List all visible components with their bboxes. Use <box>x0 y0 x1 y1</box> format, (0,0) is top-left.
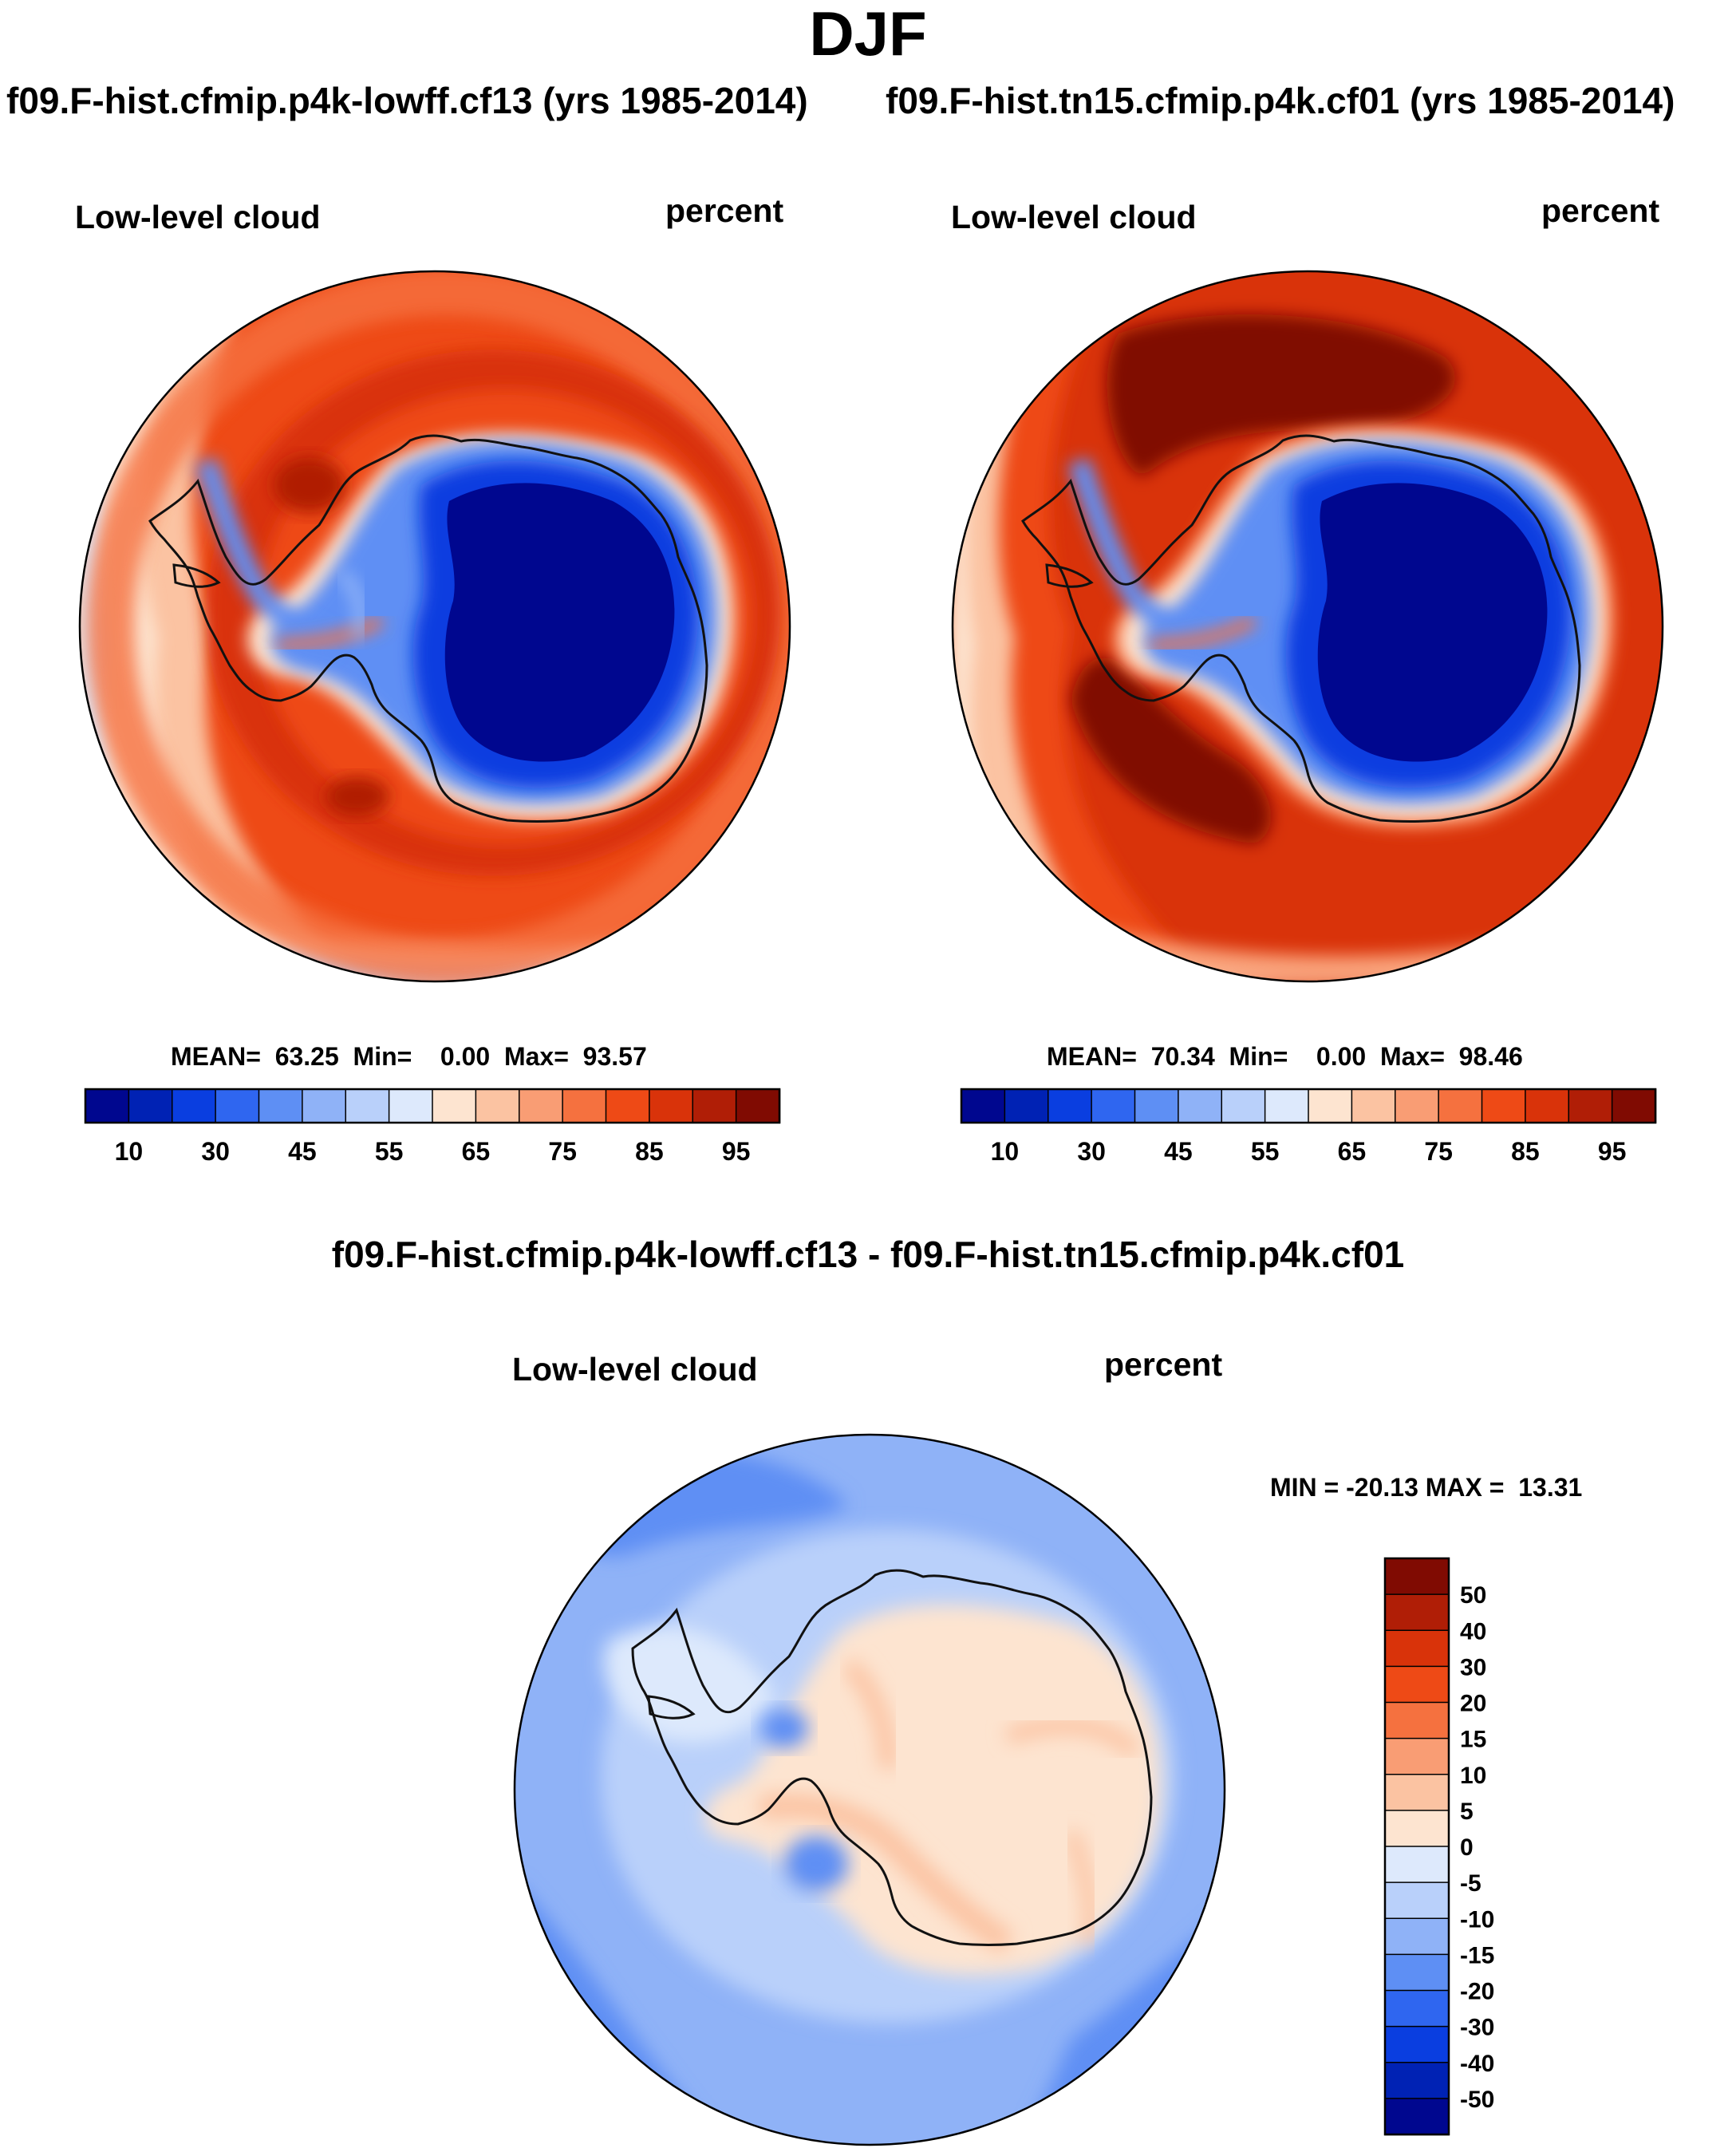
variable-label-diff: Low-level cloud <box>512 1351 758 1388</box>
colorbar-swatch <box>1351 1088 1396 1123</box>
stats-diff: MIN = -20.13 MAX = 13.31 <box>1270 1473 1583 1502</box>
case-title-right: f09.F-hist.tn15.cfmip.p4k.cf01 (yrs 1985… <box>886 80 1675 121</box>
colorbar-swatch <box>258 1088 304 1123</box>
colorbar-right: 10 30 45 55 65 75 85 95 <box>960 1088 1657 1166</box>
colorbar-tick-label: -50 <box>1460 2087 1494 2113</box>
colorbar-tick-label: 95 <box>1598 1137 1627 1166</box>
colorbar-tick-label: 55 <box>375 1137 404 1166</box>
colorbar-tick-label: -15 <box>1460 1942 1494 1968</box>
colorbar-swatch <box>1308 1088 1353 1123</box>
colorbar-tick-label: 85 <box>1511 1137 1540 1166</box>
colorbar-swatch <box>1221 1088 1266 1123</box>
map-diff <box>513 1433 1226 2146</box>
colorbar-swatch <box>1384 1629 1450 1668</box>
colorbar-swatch <box>1384 1558 1450 1596</box>
colorbar-tick-label: -30 <box>1460 2015 1494 2041</box>
stats-right: MEAN= 70.34 Min= 0.00 Max= 98.46 <box>1047 1042 1523 1071</box>
variable-label-left: Low-level cloud <box>75 199 321 235</box>
colorbar-tick-label: 40 <box>1460 1618 1486 1645</box>
colorbar-swatch <box>1384 1989 1450 2028</box>
colorbar-swatch <box>1384 1917 1450 1956</box>
colorbar-tick-label: 10 <box>1460 1763 1486 1789</box>
colorbar-tick-label: 30 <box>201 1137 230 1166</box>
colorbar-tick-label: 15 <box>1460 1727 1486 1753</box>
colorbar-tick-label: 85 <box>635 1137 664 1166</box>
colorbar-swatch <box>1525 1088 1570 1123</box>
figure-title: DJF <box>809 0 927 69</box>
colorbar-swatch <box>1048 1088 1093 1123</box>
colorbar-tick-label: 65 <box>1338 1137 1367 1166</box>
colorbar-swatch <box>1004 1088 1049 1123</box>
colorbar-tick-label: 10 <box>115 1137 144 1166</box>
colorbar-swatch <box>388 1088 434 1123</box>
colorbar-swatch <box>1384 1846 1450 1884</box>
colorbar-tick-label: 50 <box>1460 1582 1486 1609</box>
colorbar-swatch <box>1178 1088 1223 1123</box>
colorbar-swatch <box>1264 1088 1310 1123</box>
colorbar-swatch <box>605 1088 651 1123</box>
colorbar-swatch <box>1091 1088 1136 1123</box>
colorbar-tick-label: 0 <box>1460 1834 1474 1861</box>
colorbar-swatch <box>1438 1088 1483 1123</box>
colorbar-swatch <box>1384 2098 1450 2136</box>
colorbar-swatch <box>1568 1088 1613 1123</box>
colorbar-swatch <box>1384 1810 1450 1848</box>
colorbar-swatch <box>215 1088 260 1123</box>
colorbar-tick-label: -40 <box>1460 2051 1494 2077</box>
colorbar-swatch <box>432 1088 477 1123</box>
colorbar-swatch <box>692 1088 737 1123</box>
colorbar-swatch <box>302 1088 347 1123</box>
diff-title: f09.F-hist.cfmip.p4k-lowff.cf13 - f09.F-… <box>331 1234 1405 1275</box>
colorbar-swatch <box>1134 1088 1180 1123</box>
colorbar-tick-label: 30 <box>1077 1137 1106 1166</box>
colorbar-tick-label: 10 <box>991 1137 1020 1166</box>
map-left <box>78 270 791 983</box>
colorbar-tick-label: 30 <box>1460 1654 1486 1680</box>
units-label-right: percent <box>1541 192 1660 229</box>
colorbar-swatch <box>519 1088 564 1123</box>
case-title-left: f09.F-hist.cfmip.p4k-lowff.cf13 (yrs 198… <box>6 80 808 121</box>
colorbar-tick-label: 5 <box>1460 1799 1474 1825</box>
colorbar-swatch <box>1384 1953 1450 1992</box>
colorbar-swatch <box>345 1088 390 1123</box>
units-label-left: percent <box>665 192 784 229</box>
variable-label-right: Low-level cloud <box>951 199 1197 235</box>
colorbar-tick-label: -10 <box>1460 1906 1494 1933</box>
colorbar-tick-label: -5 <box>1460 1870 1482 1897</box>
colorbar-swatch <box>562 1088 607 1123</box>
colorbar-tick-label: 20 <box>1460 1691 1486 1717</box>
colorbar-swatch <box>172 1088 217 1123</box>
colorbar-swatch <box>1384 1665 1450 1704</box>
units-label-diff: percent <box>1104 1346 1223 1383</box>
map-right <box>951 270 1664 983</box>
colorbar-swatch <box>475 1088 520 1123</box>
colorbar-tick-label: 65 <box>462 1137 491 1166</box>
colorbar-tick-label: 75 <box>548 1137 577 1166</box>
colorbar-swatch <box>735 1088 781 1123</box>
colorbar-tick-label: 95 <box>722 1137 751 1166</box>
colorbar-swatch <box>85 1088 130 1123</box>
colorbar-tick-label: 75 <box>1424 1137 1453 1166</box>
colorbar-swatch <box>1384 1774 1450 1812</box>
colorbar-tick-label: 45 <box>1164 1137 1193 1166</box>
colorbar-swatch <box>1384 2025 1450 2063</box>
colorbar-tick-label: -20 <box>1460 1979 1494 2005</box>
colorbar-swatch <box>128 1088 173 1123</box>
colorbar-swatch <box>961 1088 1006 1123</box>
colorbar-tick-label: 55 <box>1251 1137 1280 1166</box>
colorbar-left: 10 30 45 55 65 75 85 95 <box>84 1088 781 1166</box>
colorbar-swatch <box>1384 2062 1450 2100</box>
colorbar-swatch <box>1481 1088 1527 1123</box>
colorbar-swatch <box>1384 1881 1450 1920</box>
colorbar-swatch <box>1384 1701 1450 1739</box>
colorbar-swatch <box>1611 1088 1657 1123</box>
colorbar-tick-label: 45 <box>288 1137 317 1166</box>
stats-left: MEAN= 63.25 Min= 0.00 Max= 93.57 <box>171 1042 647 1071</box>
colorbar-swatch <box>1384 1593 1450 1632</box>
colorbar-swatch <box>1384 1737 1450 1775</box>
colorbar-swatch <box>649 1088 694 1123</box>
colorbar-swatch <box>1395 1088 1440 1123</box>
